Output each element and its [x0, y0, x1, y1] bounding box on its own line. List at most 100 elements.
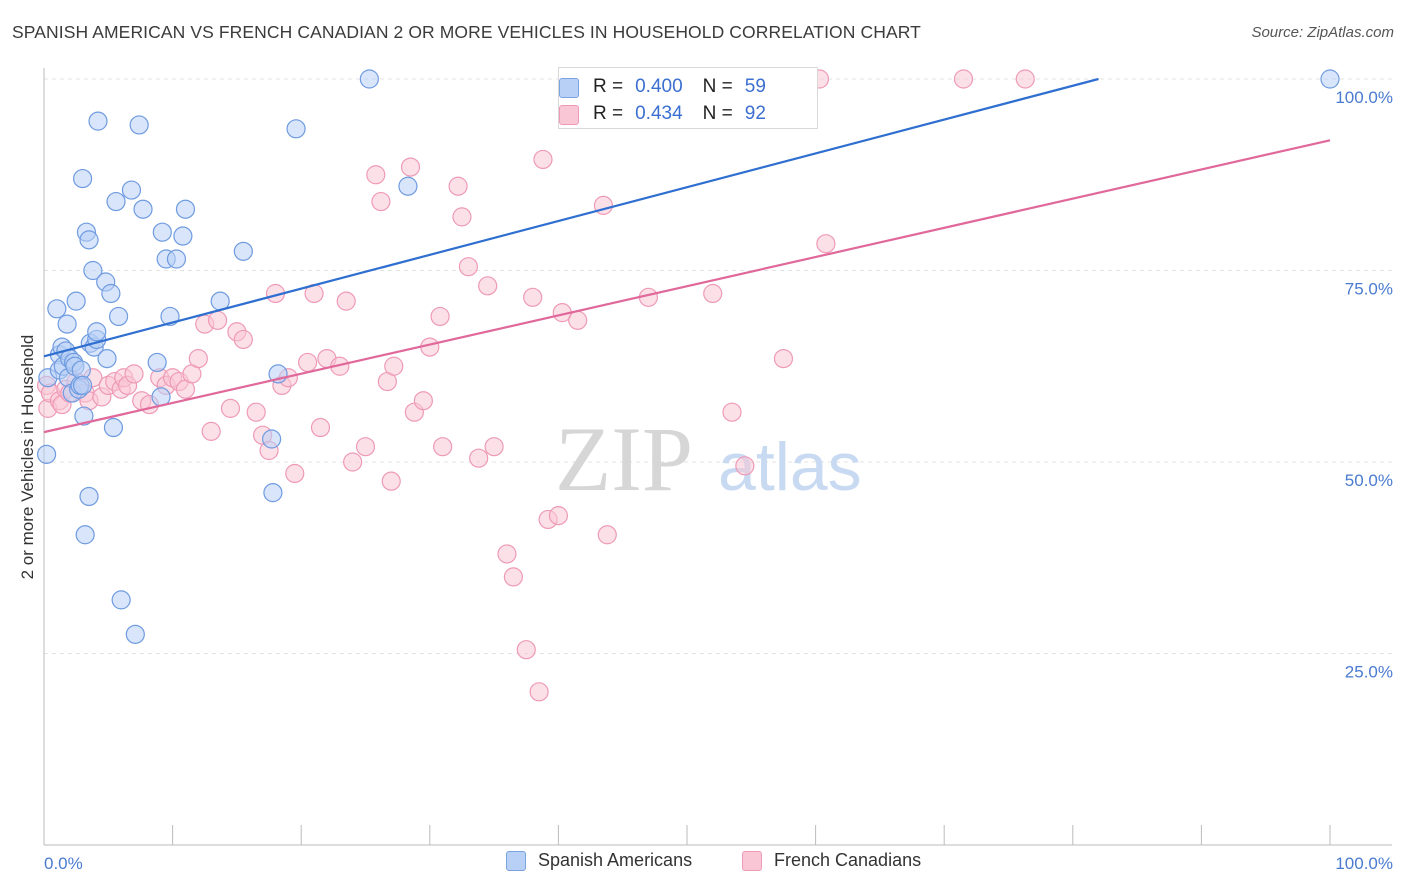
- tick-labels: 25.0% 50.0% 75.0% 100.0% 0.0% 100.0%: [44, 88, 1393, 873]
- french-canadian-point: [430, 306, 450, 327]
- spanish-american-point: [74, 406, 94, 426]
- french-canadian-point: [381, 471, 401, 491]
- pink-r-value: 0.434: [635, 103, 683, 124]
- grid: [44, 78, 1392, 654]
- spanish-americans-points: [36, 69, 1340, 644]
- french-canadian-point: [523, 287, 543, 307]
- spanish-american-point: [125, 624, 145, 644]
- spanish-american-point: [97, 348, 117, 369]
- spanish-american-point: [263, 483, 283, 503]
- n-label: N =: [702, 103, 733, 124]
- french-canadian-point: [484, 437, 504, 457]
- french-canadian-point: [233, 329, 253, 350]
- pink-n-value: 92: [744, 103, 766, 124]
- spanish-american-point: [103, 417, 124, 438]
- n-label: N =: [702, 76, 733, 97]
- spanish-american-point: [359, 69, 379, 89]
- french-canadian-point: [703, 283, 723, 304]
- french-canadian-point: [448, 176, 468, 196]
- french-canadian-point: [220, 398, 241, 418]
- french-canadian-point: [400, 157, 421, 177]
- stats-legend: R = 0.400 N = 59 R = 0.434 N = 92: [558, 67, 818, 129]
- french-canadian-point: [201, 421, 221, 441]
- spanish-american-point: [83, 260, 103, 281]
- spanish-american-point: [1320, 69, 1340, 89]
- spanish-american-point: [36, 444, 57, 464]
- french-canadian-point: [366, 165, 386, 185]
- spanish-american-point: [286, 119, 306, 139]
- legend-item-spanish-americans[interactable]: Spanish Americans: [506, 850, 692, 871]
- french-canadian-point: [246, 402, 266, 422]
- french-canadian-point: [458, 257, 478, 277]
- y-tick-label: 100.0%: [1335, 88, 1393, 107]
- blue-swatch: [559, 78, 579, 98]
- french-canadian-point: [433, 437, 453, 457]
- spanish-american-point: [111, 590, 131, 610]
- watermark: ZIP atlas: [555, 408, 862, 510]
- spanish-american-point: [72, 375, 93, 395]
- source-label: Source: ZipAtlas.com: [1251, 24, 1394, 41]
- spanish-american-point: [152, 222, 172, 242]
- spanish-american-point: [87, 322, 107, 342]
- french-canadian-point: [516, 640, 536, 660]
- french-canadian-point: [478, 276, 498, 296]
- spanish-american-point: [57, 314, 77, 334]
- french-canadian-point: [310, 417, 331, 438]
- spanish-american-point: [47, 299, 67, 319]
- spanish-american-point: [175, 199, 196, 219]
- french-canadian-point: [343, 452, 363, 472]
- french-canadian-point: [816, 234, 836, 254]
- y-axis-label: 2 or more Vehicles in Household: [18, 335, 37, 580]
- spanish-american-point: [147, 352, 167, 373]
- french-canadian-point: [384, 356, 404, 376]
- spanish-american-point: [398, 176, 418, 196]
- spanish-american-point: [106, 191, 126, 212]
- legend-item-french-canadians[interactable]: French Canadians: [742, 850, 921, 871]
- french-canadian-point: [469, 448, 489, 468]
- y-tick-label: 50.0%: [1345, 471, 1393, 490]
- x-tick-label: 100.0%: [1335, 854, 1393, 873]
- y-tick-label: 75.0%: [1345, 280, 1393, 299]
- r-label: R =: [593, 76, 624, 97]
- french-canadians-trendline: [43, 139, 1331, 434]
- french-canadian-point: [735, 456, 755, 476]
- french-canadian-point: [503, 567, 523, 587]
- y-tick-label: 25.0%: [1345, 663, 1393, 682]
- french-canadians-points: [36, 69, 1035, 702]
- french-canadian-point: [452, 207, 472, 227]
- french-canadian-point: [188, 348, 208, 369]
- r-label: R =: [593, 103, 624, 124]
- french-canadian-point: [371, 191, 391, 212]
- legend-pink-label: French Canadians: [774, 850, 922, 870]
- french-canadian-point: [285, 463, 305, 484]
- spanish-american-point: [121, 180, 142, 200]
- french-canadian-point: [1015, 69, 1035, 89]
- spanish-american-point: [75, 525, 95, 545]
- trendlines: [43, 77, 1331, 434]
- blue-n-value: 59: [744, 76, 766, 97]
- spanish-american-point: [79, 230, 99, 250]
- french-canadian-point: [497, 544, 517, 564]
- spanish-american-point: [108, 306, 129, 327]
- french-canadian-point: [597, 525, 617, 545]
- spanish-american-point: [233, 241, 253, 261]
- stats-row-blue: R = 0.400 N = 59: [559, 74, 766, 100]
- french-canadian-point: [568, 310, 588, 330]
- french-canadian-point: [548, 506, 569, 526]
- bottom-legend: Spanish Americans French Canadians: [0, 850, 1406, 880]
- blue-r-value: 0.400: [635, 76, 683, 97]
- stats-row-pink: R = 0.434 N = 92: [559, 101, 766, 127]
- chart-title: SPANISH AMERICAN VS FRENCH CANADIAN 2 OR…: [12, 22, 921, 42]
- french-canadian-point: [336, 291, 356, 311]
- spanish-american-point: [129, 115, 149, 135]
- spanish-american-point: [173, 226, 193, 246]
- french-canadian-point: [124, 364, 144, 384]
- spanish-american-point: [166, 249, 187, 269]
- french-canadian-point: [722, 402, 742, 422]
- french-canadian-point: [773, 348, 794, 369]
- french-canadian-point: [953, 69, 974, 89]
- spanish-american-point: [88, 111, 108, 131]
- french-canadian-point: [298, 352, 318, 373]
- x-tick-label: 0.0%: [44, 854, 83, 873]
